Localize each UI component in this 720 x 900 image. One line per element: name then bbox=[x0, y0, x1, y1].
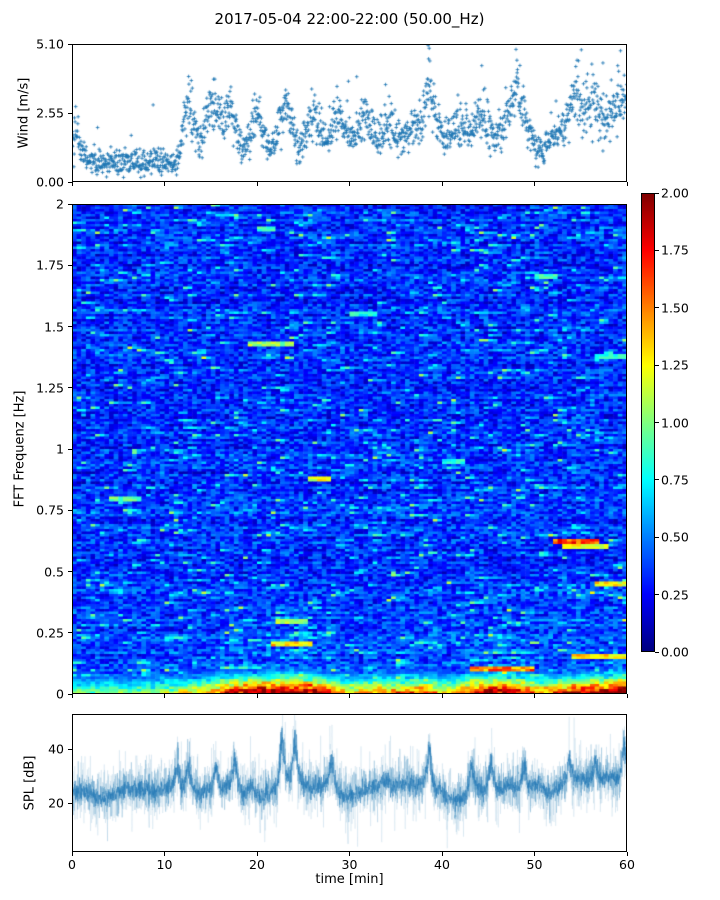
colorbar-tick-label: 0.50 bbox=[661, 529, 689, 545]
spl-ytick-mark bbox=[68, 802, 72, 804]
spl-xtick-label: 10 bbox=[156, 857, 173, 872]
colorbar-tick-label: 0.75 bbox=[661, 472, 689, 488]
fft-ytick-mark bbox=[68, 326, 72, 327]
fft-xtick-mark bbox=[349, 694, 350, 698]
fft-ytick-mark bbox=[68, 693, 72, 695]
colorbar-tick-mark bbox=[655, 422, 659, 423]
colorbar-tick-label: 0.00 bbox=[661, 644, 689, 660]
fft-ytick-mark bbox=[68, 571, 72, 572]
spl-xtick-label: 0 bbox=[68, 857, 76, 872]
spl-xtick-mark bbox=[71, 852, 73, 856]
spl-xtick-mark bbox=[349, 852, 350, 856]
spl-xtick-mark bbox=[441, 852, 443, 856]
fft-ytick-label: 2 bbox=[56, 196, 64, 212]
fft-ytick-label: 0.5 bbox=[44, 564, 64, 579]
fft-xtick-mark bbox=[441, 694, 443, 698]
spl-xtick-mark bbox=[534, 852, 535, 856]
wind-ytick-label: 0.00 bbox=[36, 174, 64, 190]
fft-ytick-label: 1.5 bbox=[44, 319, 64, 334]
fft-xtick-mark bbox=[256, 694, 258, 698]
fft-ytick-label: 0.75 bbox=[36, 502, 64, 518]
colorbar-tick-label: 2.00 bbox=[661, 185, 689, 201]
spl-ytick-label: 40 bbox=[48, 741, 64, 757]
spl-xtick-mark bbox=[164, 852, 165, 856]
colorbar bbox=[641, 193, 655, 652]
wind-ytick-label: 5.10 bbox=[36, 36, 64, 52]
fft-ytick-mark bbox=[68, 509, 72, 511]
colorbar-tick-mark bbox=[655, 364, 659, 366]
colorbar-tick-mark bbox=[655, 536, 659, 538]
wind-xtick-mark bbox=[256, 182, 258, 186]
spl-plot bbox=[72, 714, 627, 852]
fft-ytick-label: 0.25 bbox=[36, 625, 64, 641]
wind-xtick-mark bbox=[164, 182, 165, 186]
wind-ytick-mark bbox=[68, 112, 72, 114]
spl-xtick-label: 30 bbox=[341, 857, 358, 872]
wind-ytick-mark bbox=[68, 43, 72, 45]
fft-ytick-label: 1.75 bbox=[36, 257, 64, 273]
fft-ytick-mark bbox=[68, 387, 72, 389]
fft-ytick-mark bbox=[68, 264, 72, 266]
wind-xtick-mark bbox=[349, 182, 350, 186]
colorbar-tick-label: 1.00 bbox=[661, 415, 689, 430]
wind-xtick-mark bbox=[534, 182, 535, 186]
fft-ytick-mark bbox=[68, 448, 72, 450]
spl-xtick-label: 20 bbox=[249, 857, 265, 872]
wind-ytick-label: 2.55 bbox=[36, 105, 64, 121]
spl-xtick-mark bbox=[626, 852, 628, 856]
wind-xtick-mark bbox=[441, 182, 443, 186]
colorbar-tick-mark bbox=[655, 651, 659, 653]
colorbar-tick-mark bbox=[655, 594, 659, 596]
colorbar-tick-label: 0.25 bbox=[661, 587, 689, 603]
fft-xtick-mark bbox=[164, 694, 165, 698]
colorbar-tick-mark bbox=[655, 249, 659, 251]
fft-ytick-mark bbox=[68, 632, 72, 634]
colorbar-tick-mark bbox=[655, 307, 659, 309]
fft-xtick-mark bbox=[71, 694, 73, 698]
spl-xtick-label: 60 bbox=[619, 857, 635, 872]
colorbar-tick-label: 1.50 bbox=[661, 300, 689, 316]
colorbar-tick-mark bbox=[655, 479, 659, 481]
time-xlabel: time [min] bbox=[315, 872, 384, 887]
wind-xtick-mark bbox=[626, 182, 628, 186]
fft-xtick-mark bbox=[626, 694, 628, 698]
spl-xtick-label: 50 bbox=[526, 857, 543, 872]
colorbar-tick-label: 1.75 bbox=[661, 242, 689, 258]
wind-ytick-mark bbox=[68, 181, 72, 183]
wind-xtick-mark bbox=[71, 182, 73, 186]
fft-ytick-label: 1.25 bbox=[36, 380, 64, 396]
spl-xtick-label: 40 bbox=[434, 857, 450, 872]
fft-ytick-label: 1 bbox=[56, 441, 64, 457]
fft-spectrogram bbox=[72, 204, 627, 694]
wind-scatter-plot bbox=[72, 44, 627, 182]
colorbar-tick-mark bbox=[655, 192, 659, 194]
fft-ytick-mark bbox=[68, 203, 72, 205]
spl-xtick-mark bbox=[256, 852, 258, 856]
fft-ytick-label: 0 bbox=[56, 686, 64, 702]
spl-ytick-label: 20 bbox=[48, 795, 64, 811]
figure-title: 2017-05-04 22:00-22:00 (50.00_Hz) bbox=[214, 10, 485, 28]
spl-ytick-mark bbox=[68, 748, 72, 750]
fft-xtick-mark bbox=[534, 694, 535, 698]
colorbar-tick-label: 1.25 bbox=[661, 357, 689, 373]
